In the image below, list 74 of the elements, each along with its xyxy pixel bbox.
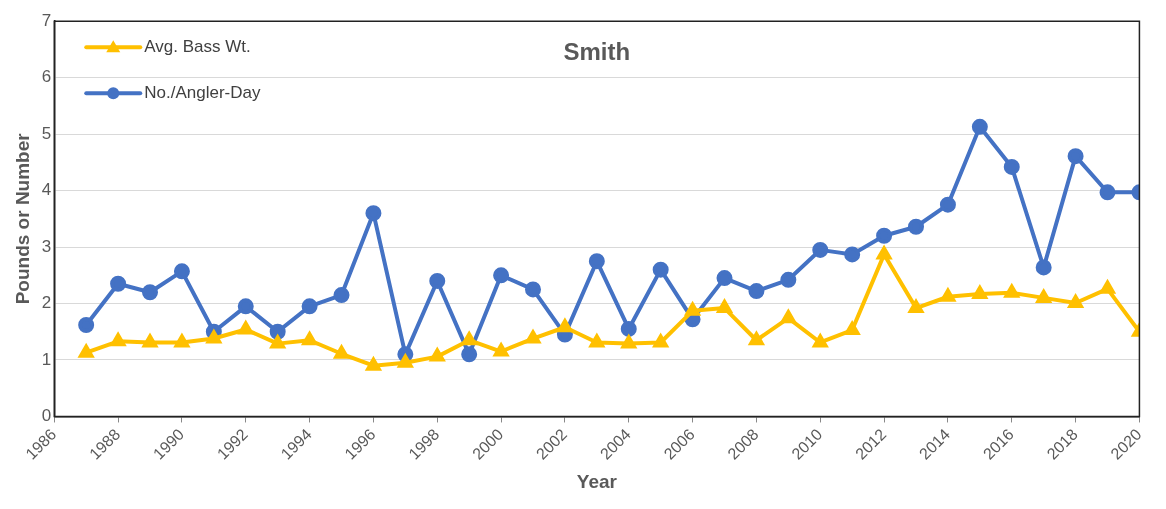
point xyxy=(302,332,317,346)
point xyxy=(205,328,223,344)
point xyxy=(237,298,254,315)
point xyxy=(110,275,127,292)
point xyxy=(812,241,829,258)
y-tick-label: 2 xyxy=(41,293,52,313)
point xyxy=(142,334,158,348)
point xyxy=(876,246,892,260)
point xyxy=(78,316,95,333)
point xyxy=(557,319,573,333)
point xyxy=(110,333,126,347)
y-tick-label: 1 xyxy=(41,349,52,369)
legend-label: No./Angler-Day xyxy=(144,82,261,102)
point xyxy=(301,298,318,315)
point xyxy=(589,334,605,348)
point xyxy=(1067,148,1084,165)
point xyxy=(620,333,638,349)
point xyxy=(1035,259,1052,276)
point xyxy=(780,271,797,288)
point xyxy=(461,346,478,363)
point xyxy=(939,196,956,213)
point xyxy=(749,332,764,346)
y-tick-label: 3 xyxy=(41,236,52,256)
point xyxy=(525,328,542,344)
legend-label: Avg. Bass Wt. xyxy=(144,36,251,56)
point xyxy=(77,342,95,358)
point xyxy=(428,346,446,362)
point xyxy=(908,300,924,314)
y-tick-label: 7 xyxy=(41,10,52,30)
point xyxy=(620,320,637,337)
y-tick-label: 0 xyxy=(41,406,52,426)
point xyxy=(748,283,765,300)
point xyxy=(429,272,446,289)
point xyxy=(939,286,957,302)
y-axis-title: Pounds or Number xyxy=(11,132,33,305)
point xyxy=(716,270,733,287)
point xyxy=(525,281,542,298)
point xyxy=(1036,289,1051,303)
y-tick-label: 6 xyxy=(41,67,52,87)
point xyxy=(1003,158,1020,175)
point xyxy=(1003,282,1021,298)
point xyxy=(781,310,796,324)
point xyxy=(364,355,382,371)
point xyxy=(461,332,477,346)
point xyxy=(269,323,286,340)
point xyxy=(333,287,350,304)
point xyxy=(972,285,988,299)
point xyxy=(396,352,414,368)
point xyxy=(269,333,287,349)
point xyxy=(717,300,732,314)
point xyxy=(142,284,159,301)
text: Smith xyxy=(563,37,631,65)
x-axis-title: Year xyxy=(576,470,618,492)
point xyxy=(876,227,893,244)
point xyxy=(588,253,605,270)
point xyxy=(653,334,668,348)
y-tick-label: 4 xyxy=(41,180,52,200)
point xyxy=(908,218,925,235)
point xyxy=(844,322,860,336)
point xyxy=(684,300,702,316)
point xyxy=(971,118,988,135)
point xyxy=(1099,184,1116,201)
point xyxy=(844,246,861,263)
point xyxy=(492,341,510,357)
point xyxy=(365,205,382,222)
point xyxy=(813,334,828,348)
y-tick-label: 5 xyxy=(41,123,52,143)
point xyxy=(238,321,253,335)
point xyxy=(174,334,190,348)
point xyxy=(493,267,510,284)
point xyxy=(652,261,669,278)
point xyxy=(1068,294,1083,308)
point xyxy=(333,343,350,359)
point xyxy=(173,263,190,280)
